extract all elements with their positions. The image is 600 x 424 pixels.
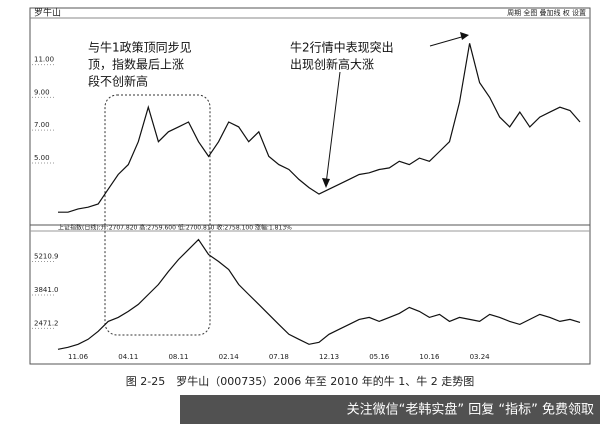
y-tick-label: 9.00: [34, 88, 50, 96]
price-line: [57, 238, 581, 350]
annotation: 段不创新高: [88, 74, 148, 89]
app-title: 罗牛山: [34, 7, 61, 19]
y-tick-label: 11.00: [34, 56, 54, 64]
watermark: 关注微信“老韩实盘” 回复 “指标” 免费领取: [347, 402, 594, 418]
arrow-head: [460, 32, 469, 40]
annotation: 牛2行情中表现突出: [290, 40, 394, 55]
x-tick-label: 07.18: [269, 353, 289, 361]
x-tick-label: 02.14: [219, 353, 240, 361]
y-tick-label: 5.00: [34, 154, 50, 162]
index-header: 上证指数(日线):开:2707.820 高:2759.600 低:2700.81…: [58, 224, 292, 232]
price-line: [58, 43, 581, 213]
x-tick-label: 04.11: [118, 353, 138, 361]
annotation: 出现创新高大涨: [290, 57, 374, 72]
y-tick-label: 2471.2: [34, 319, 59, 327]
y-tick-label: 7.00: [34, 121, 50, 129]
highlight-box: [104, 94, 211, 336]
annotation: 与牛1政策顶同步见: [88, 40, 192, 55]
y-tick-label: 3841.0: [34, 286, 59, 294]
y-tick-label: 5210.9: [34, 253, 59, 261]
arrow: [429, 35, 466, 47]
arrow-head: [322, 178, 330, 188]
watermark-bar: [180, 395, 600, 424]
x-tick-label: 05.16: [369, 353, 390, 361]
x-tick-label: 03.24: [470, 353, 491, 361]
x-tick-label: 12.13: [319, 353, 339, 361]
chart-frame: [29, 7, 591, 365]
toolbar[interactable]: 周期 全图 叠加线 权 设置: [507, 8, 586, 17]
x-tick-label: 11.06: [68, 353, 89, 361]
caption: 图 2-25 罗牛山（000735）2006 年至 2010 年的牛 1、牛 2…: [126, 374, 474, 388]
x-tick-label: 10.16: [419, 353, 440, 361]
arrow: [325, 71, 341, 185]
x-tick-label: 08.11: [168, 353, 188, 361]
annotation: 顶，指数最后上涨: [88, 57, 184, 72]
